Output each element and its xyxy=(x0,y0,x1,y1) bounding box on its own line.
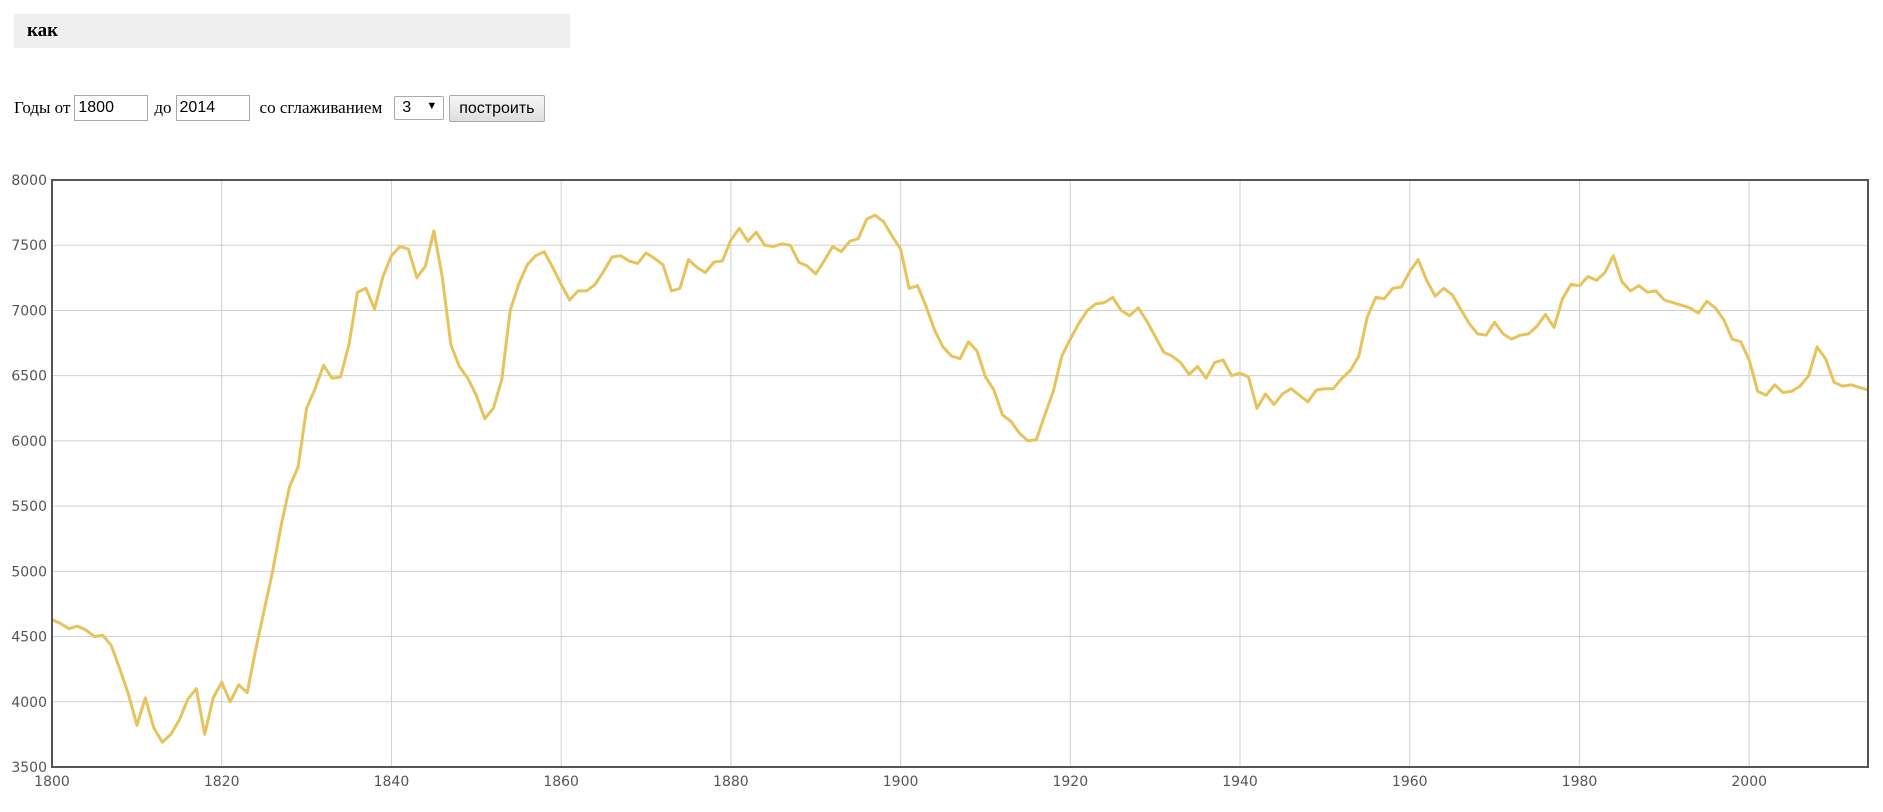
smoothing-label: со сглаживанием xyxy=(259,98,383,117)
x-tick-label: 1860 xyxy=(543,774,579,790)
y-tick-label: 7500 xyxy=(11,238,47,254)
series-line xyxy=(51,213,1869,744)
y-tick-label: 7000 xyxy=(11,303,47,319)
y-tick-label: 4500 xyxy=(11,630,47,646)
x-tick-label: 1940 xyxy=(1222,774,1258,790)
build-button[interactable]: построить xyxy=(449,94,545,122)
x-tick-label: 1880 xyxy=(713,774,749,790)
y-tick-label: 3500 xyxy=(11,760,47,776)
frequency-chart: 3500 4000 4500 5000 5500 6000 6500 7000 7500 8000… xyxy=(11,173,1869,790)
year-range-controls: Годы от до со сглаживанием 3 ▼ построить xyxy=(14,94,545,122)
y-tick-label: 4000 xyxy=(11,695,47,711)
chevron-down-icon: ▼ xyxy=(426,100,438,112)
y-tick-label: 8000 xyxy=(11,173,47,189)
x-tick-label: 1900 xyxy=(883,774,919,790)
x-tick-label: 2000 xyxy=(1731,774,1767,790)
year-to-input[interactable] xyxy=(175,95,250,121)
query-header: как xyxy=(14,14,570,48)
x-tick-label: 1800 xyxy=(34,774,70,790)
smoothing-select[interactable]: 3 ▼ xyxy=(394,96,445,120)
smoothing-value: 3 xyxy=(402,99,412,116)
x-tick-label: 1960 xyxy=(1392,774,1428,790)
y-tick-label: 6500 xyxy=(11,369,47,385)
x-tick-label: 1920 xyxy=(1052,774,1088,790)
x-tick-label: 1840 xyxy=(374,774,410,790)
years-from-label: Годы от xyxy=(14,98,71,117)
y-tick-label: 5000 xyxy=(11,564,47,580)
year-from-input[interactable] xyxy=(74,95,149,121)
plot-frame xyxy=(51,179,1869,768)
x-tick-label: 1980 xyxy=(1562,774,1598,790)
query-text: как xyxy=(27,20,59,41)
to-label: до xyxy=(154,98,172,117)
x-tick-label: 1820 xyxy=(204,774,240,790)
y-tick-label: 5500 xyxy=(11,499,47,515)
y-tick-label: 6000 xyxy=(11,434,47,450)
